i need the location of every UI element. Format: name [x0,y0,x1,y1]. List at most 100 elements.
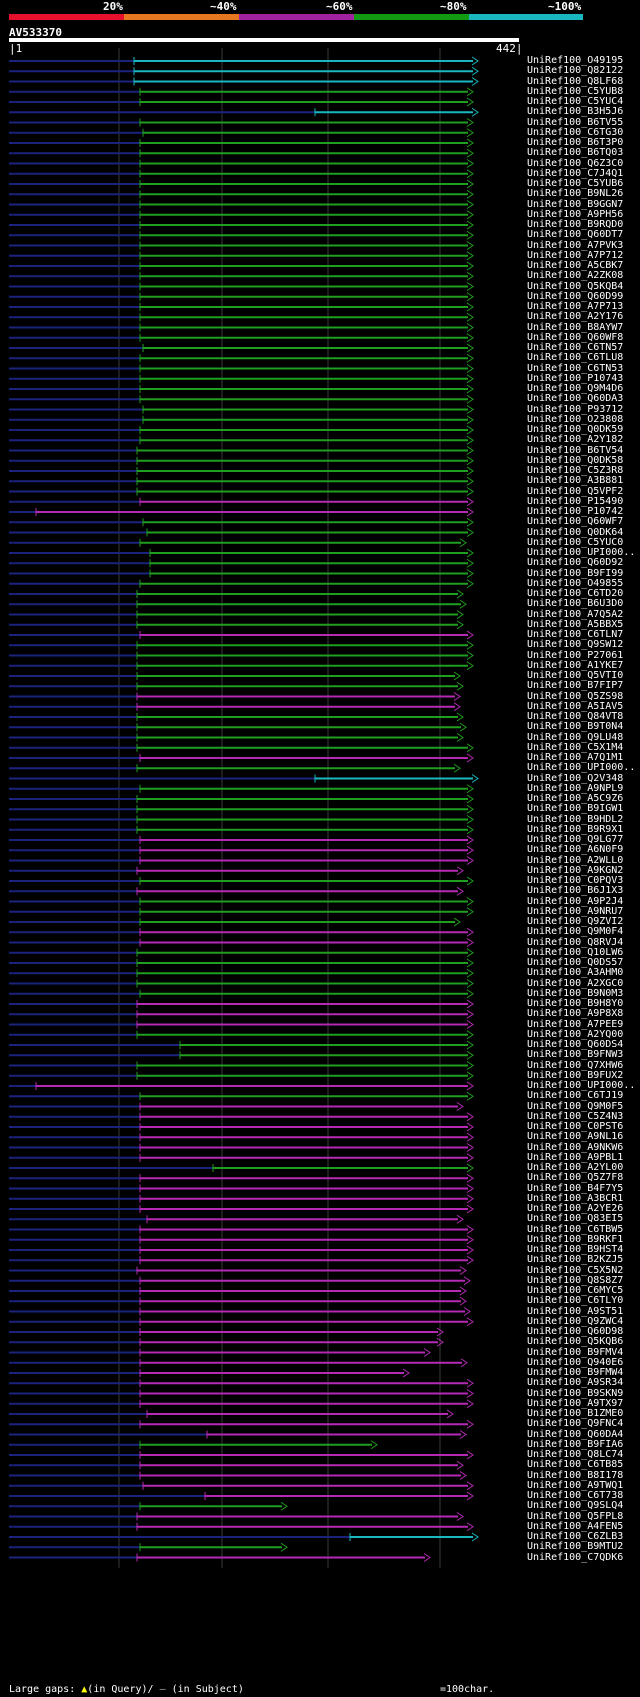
hit-label[interactable]: UniRef100_Q9M0F5 [527,1100,624,1112]
hit-label[interactable]: UniRef100_B9SKN9 [527,1387,624,1399]
hit-label[interactable]: UniRef100_C6TN57 [527,342,624,353]
hit-label[interactable]: UniRef100_A2WLL0 [527,854,624,866]
hit-label[interactable]: UniRef100_C5X1M4 [527,741,624,753]
hit-label[interactable]: UniRef100_Q2V348 [527,772,624,784]
hit-label[interactable]: UniRef100_C5X5N2 [527,1264,624,1276]
hit-label[interactable]: UniRef100_Q5KQB6 [527,1336,624,1348]
hit-label[interactable]: UniRef100_A9NKW6 [527,1141,624,1153]
hit-label[interactable]: UniRef100_Q9ZWC4 [527,1315,624,1327]
hit-label[interactable]: UniRef100_B9RKF1 [527,1233,624,1245]
hit-label[interactable]: UniRef100_UPI000.. [527,762,636,774]
hit-label[interactable]: UniRef100_B4F7Y5 [527,1182,624,1194]
hit-label[interactable]: UniRef100_B2KZJ5 [527,1254,624,1266]
hit-label[interactable]: UniRef100_C0PST6 [527,1121,624,1132]
hit-label[interactable]: UniRef100_Q8LF68 [527,75,624,87]
hit-label[interactable]: UniRef100_C6TN53 [527,362,624,374]
hit-label[interactable]: UniRef100_Q9FNC4 [527,1418,624,1430]
hit-label[interactable]: UniRef100_Q9SW12 [527,639,624,651]
hit-label[interactable]: UniRef100_Q60D92 [527,557,624,569]
hit-label[interactable]: UniRef100_A7Q1M1 [527,752,624,763]
hit-label[interactable]: UniRef100_C6TLY0 [527,1295,624,1307]
hit-label[interactable]: UniRef100_C6TBW5 [527,1223,624,1235]
hit-label[interactable]: UniRef100_A9NL16 [527,1131,624,1143]
hit-label[interactable]: UniRef100_UPI000.. [527,547,636,558]
hit-label[interactable]: UniRef100_A5CBK7 [527,260,624,271]
hit-label[interactable]: UniRef100_B9T0N4 [527,721,624,733]
hit-label[interactable]: UniRef100_B3H5J6 [527,106,624,118]
hit-label[interactable]: UniRef100_A9PBL1 [527,1151,624,1163]
hit-label[interactable]: UniRef100_Q60DT7 [527,229,624,241]
hit-label[interactable]: UniRef100_B9R9X1 [527,823,624,835]
hit-label[interactable]: UniRef100_Q5ZS98 [527,690,624,702]
hit-label[interactable]: UniRef100_B7FIP7 [527,680,624,692]
hit-label[interactable]: UniRef100_Q60DS4 [527,1039,624,1050]
hit-label[interactable]: UniRef100_C5YUC0 [527,536,624,548]
hit-label[interactable]: UniRef100_A9PH56 [527,208,624,220]
hit-label[interactable]: UniRef100_Q5FPL8 [527,1510,624,1522]
hit-label[interactable]: UniRef100_P93712 [527,403,624,415]
hit-label[interactable]: UniRef100_Q0DK64 [527,526,624,538]
hit-label[interactable]: UniRef100_Q84VT8 [527,711,624,722]
hit-label[interactable]: UniRef100_A3BCR1 [527,1192,624,1204]
hit-label[interactable]: UniRef100_A2ZK08 [527,270,624,282]
hit-label[interactable]: UniRef100_A9P2J4 [527,895,624,907]
hit-label[interactable]: UniRef100_Q8LC74 [527,1449,624,1460]
hit-label[interactable]: UniRef100_B9FNW3 [527,1049,624,1061]
hit-label[interactable]: UniRef100_B9NL26 [527,188,624,200]
hit-label[interactable]: UniRef100_C5YUB6 [527,178,624,189]
hit-label[interactable]: UniRef100_A9NPL9 [527,782,624,794]
hit-label[interactable]: UniRef100_Q82122 [527,65,624,77]
hit-label[interactable]: UniRef100_A7Q5A2 [527,608,624,620]
hit-label[interactable]: UniRef100_B9RQD0 [527,219,624,230]
hit-label[interactable]: UniRef100_Q60D99 [527,290,624,302]
hit-label[interactable]: UniRef100_B6T3P0 [527,137,624,148]
hit-label[interactable]: UniRef100_B9FIA6 [527,1438,624,1450]
hit-label[interactable]: UniRef100_Q9ZVI2 [527,916,624,927]
hit-label[interactable]: UniRef100_A3B881 [527,475,624,487]
hit-label[interactable]: UniRef100_A5IAV5 [527,700,624,712]
hit-label[interactable]: UniRef100_C6TB85 [527,1459,624,1471]
hit-label[interactable]: UniRef100_B8AYW7 [527,321,624,333]
hit-label[interactable]: UniRef100_P10742 [527,506,624,517]
hit-label[interactable]: UniRef100_C6TJ19 [527,1090,624,1102]
hit-label[interactable]: UniRef100_Q60DA3 [527,393,624,405]
hit-label[interactable]: UniRef100_A9TWQ1 [527,1479,624,1491]
hit-label[interactable]: UniRef100_A6N0F9 [527,844,624,856]
hit-label[interactable]: UniRef100_B6J1X3 [527,885,624,897]
hit-label[interactable]: UniRef100_UPI000.. [527,1080,636,1091]
hit-label[interactable]: UniRef100_A2XGC0 [527,977,624,989]
hit-label[interactable]: UniRef100_Q60DA4 [527,1428,624,1440]
hit-label[interactable]: UniRef100_A7PEE9 [527,1018,624,1030]
hit-label[interactable]: UniRef100_B8I178 [527,1469,624,1481]
hit-label[interactable]: UniRef100_P27061 [527,649,624,661]
hit-label[interactable]: UniRef100_A9ST51 [527,1305,624,1317]
hit-label[interactable]: UniRef100_B9HDL2 [527,813,624,825]
hit-label[interactable]: UniRef100_B9IGW1 [527,803,624,815]
hit-label[interactable]: UniRef100_B9HST4 [527,1244,624,1255]
hit-label[interactable]: UniRef100_Q7XHW6 [527,1059,624,1071]
hit-label[interactable]: UniRef100_Q940E6 [527,1356,624,1368]
hit-label[interactable]: UniRef100_C5YUB8 [527,85,624,97]
hit-label[interactable]: UniRef100_A2YL00 [527,1162,624,1173]
hit-label[interactable]: UniRef100_C5Z4N3 [527,1110,624,1122]
hit-label[interactable]: UniRef100_Q0DK59 [527,424,624,435]
hit-label[interactable]: UniRef100_A2YE26 [527,1203,624,1214]
hit-label[interactable]: UniRef100_A2Y182 [527,434,624,446]
hit-label[interactable]: UniRef100_A9P8X8 [527,1008,624,1020]
hit-label[interactable]: UniRef100_A7P712 [527,249,624,261]
hit-label[interactable]: UniRef100_Q60WF8 [527,331,624,343]
hit-label[interactable]: UniRef100_C7QDK6 [527,1551,624,1563]
hit-label[interactable]: UniRef100_C6TLU8 [527,352,624,364]
hit-label[interactable]: UniRef100_C6MYC5 [527,1285,624,1296]
hit-label[interactable]: UniRef100_A4FEN5 [527,1520,624,1532]
hit-label[interactable]: UniRef100_B9FI99 [527,567,624,579]
hit-label[interactable]: UniRef100_B6TV54 [527,444,624,456]
hit-label[interactable]: UniRef100_C6TD20 [527,588,624,599]
hit-label[interactable]: UniRef100_B9FUX2 [527,1069,624,1081]
hit-label[interactable]: UniRef100_B9MTU2 [527,1541,624,1553]
hit-label[interactable]: UniRef100_A9KGN2 [527,864,624,876]
hit-label[interactable]: UniRef100_Q9LU48 [527,731,624,743]
hit-label[interactable]: UniRef100_A2YQ00 [527,1028,624,1040]
hit-label[interactable]: UniRef100_Q83EI5 [527,1213,624,1225]
hit-label[interactable]: UniRef100_C6TLN7 [527,629,624,640]
